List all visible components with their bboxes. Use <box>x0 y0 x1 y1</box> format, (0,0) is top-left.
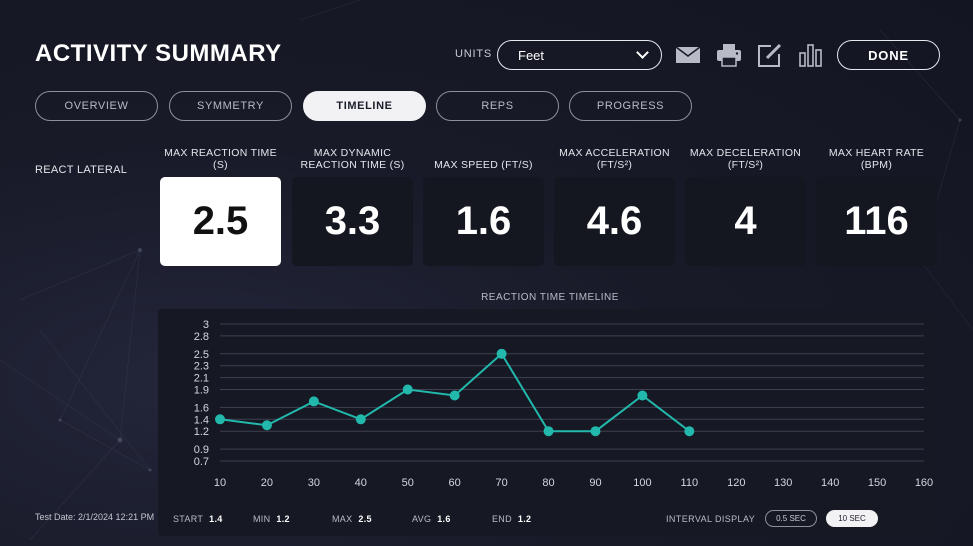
tab-progress[interactable]: PROGRESS <box>569 91 692 121</box>
x-tick-label: 120 <box>727 477 745 489</box>
stat-end: END 1.2 <box>492 514 532 524</box>
chart-panel <box>158 309 938 536</box>
x-tick-label: 140 <box>821 477 839 489</box>
tab-reps[interactable]: REPS <box>436 91 559 121</box>
y-tick-label: 1.6 <box>194 402 209 414</box>
units-dropdown[interactable]: Feet <box>497 40 662 70</box>
metric-label-max-speed: MAX SPEED (FT/S) <box>434 159 533 171</box>
page-title: ACTIVITY SUMMARY <box>35 40 282 67</box>
x-tick-label: 10 <box>214 477 226 489</box>
y-tick-label: 2.5 <box>194 349 209 361</box>
data-point[interactable] <box>684 426 695 437</box>
y-tick-label: 1.2 <box>194 426 209 438</box>
stat-min: MIN 1.2 <box>253 514 290 524</box>
data-point[interactable] <box>637 390 648 401</box>
stat-start: START 1.4 <box>173 514 223 524</box>
metric-label-max-dynamic-reaction-time: MAX DYNAMIC REACTION TIME (S) <box>300 147 405 171</box>
metric-card-max-deceleration[interactable]: 4 <box>685 177 806 266</box>
metric-label-max-acceleration: MAX ACCELERATION (FT/S²) <box>559 147 670 171</box>
y-tick-label: 2.3 <box>194 361 209 373</box>
data-point[interactable] <box>449 390 460 401</box>
data-point[interactable] <box>308 396 319 407</box>
x-tick-label: 20 <box>261 477 273 489</box>
data-point[interactable] <box>496 348 507 359</box>
x-tick-label: 30 <box>308 477 320 489</box>
y-tick-label: 2.1 <box>194 373 209 385</box>
data-point[interactable] <box>543 426 554 437</box>
interval-display-label: INTERVAL DISPLAY <box>666 514 756 524</box>
activity-row-label: REACT LATERAL <box>35 164 128 176</box>
edit-icon[interactable] <box>757 42 783 68</box>
x-tick-label: 150 <box>868 477 886 489</box>
interval-option-10-sec[interactable]: 10 SEC <box>826 510 878 527</box>
y-tick-label: 3 <box>203 319 209 331</box>
y-tick-label: 1.4 <box>194 414 209 426</box>
metric-label-max-deceleration: MAX DECELERATION (FT/S²) <box>689 147 802 171</box>
metric-card-max-heart-rate[interactable]: 116 <box>816 177 937 266</box>
interval-option-0-5-sec[interactable]: 0.5 SEC <box>765 510 817 527</box>
units-label: UNITS <box>455 48 492 60</box>
x-tick-label: 50 <box>402 477 414 489</box>
x-tick-label: 110 <box>681 477 699 489</box>
mail-icon[interactable] <box>675 42 701 68</box>
tab-timeline[interactable]: TIMELINE <box>303 91 426 121</box>
data-point[interactable] <box>590 426 601 437</box>
metric-card-max-reaction-time[interactable]: 2.5 <box>160 177 281 266</box>
y-tick-label: 0.9 <box>194 444 209 456</box>
x-tick-label: 60 <box>449 477 461 489</box>
data-point[interactable] <box>261 420 272 431</box>
metric-card-max-acceleration[interactable]: 4.6 <box>554 177 675 266</box>
y-tick-label: 2.8 <box>194 331 209 343</box>
bar-chart-icon[interactable] <box>798 42 824 68</box>
data-point[interactable] <box>355 414 366 425</box>
stat-avg: AVG 1.6 <box>412 514 451 524</box>
y-tick-label: 1.9 <box>194 385 209 397</box>
data-point[interactable] <box>215 414 225 425</box>
test-date: Test Date: 2/1/2024 12:21 PM <box>35 512 155 522</box>
units-selected-value: Feet <box>518 47 545 63</box>
metric-card-max-dynamic-reaction-time[interactable]: 3.3 <box>292 177 413 266</box>
done-button[interactable]: DONE <box>837 40 940 70</box>
stat-max: MAX 2.5 <box>332 514 372 524</box>
x-tick-label: 90 <box>589 477 601 489</box>
chart-title: REACTION TIME TIMELINE <box>481 292 619 303</box>
data-point[interactable] <box>402 384 413 395</box>
print-icon[interactable] <box>716 42 742 68</box>
metric-label-max-reaction-time: MAX REACTION TIME (S) <box>164 147 277 171</box>
tab-overview[interactable]: OVERVIEW <box>35 91 158 121</box>
metric-card-max-speed[interactable]: 1.6 <box>423 177 544 266</box>
x-tick-label: 100 <box>633 477 651 489</box>
metric-label-max-heart-rate: MAX HEART RATE (BPM) <box>828 147 925 171</box>
x-tick-label: 70 <box>495 477 507 489</box>
x-tick-label: 80 <box>542 477 554 489</box>
tab-symmetry[interactable]: SYMMETRY <box>169 91 292 121</box>
x-tick-label: 130 <box>774 477 792 489</box>
x-tick-label: 40 <box>355 477 367 489</box>
x-tick-label: 160 <box>915 477 933 489</box>
y-tick-label: 0.7 <box>194 456 209 468</box>
